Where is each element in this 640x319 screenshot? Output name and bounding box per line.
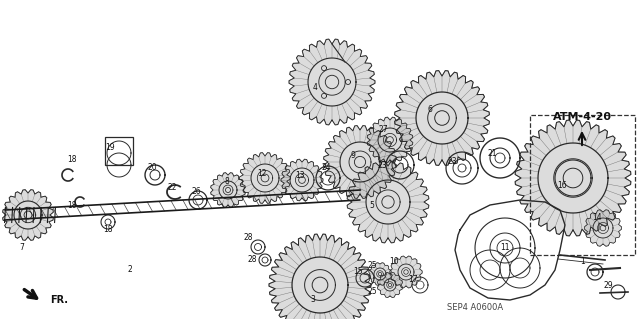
Text: 2: 2 bbox=[127, 265, 132, 275]
Text: 28: 28 bbox=[247, 256, 257, 264]
Circle shape bbox=[355, 156, 365, 167]
Circle shape bbox=[388, 283, 392, 287]
Circle shape bbox=[435, 111, 449, 125]
Text: 20: 20 bbox=[147, 162, 157, 172]
Polygon shape bbox=[289, 39, 375, 125]
Text: 24: 24 bbox=[321, 164, 331, 173]
Text: 3: 3 bbox=[310, 295, 316, 305]
Circle shape bbox=[563, 168, 583, 188]
Text: 25: 25 bbox=[367, 261, 377, 270]
Text: 19: 19 bbox=[105, 144, 115, 152]
Circle shape bbox=[299, 177, 305, 183]
Polygon shape bbox=[211, 173, 245, 207]
Circle shape bbox=[312, 277, 328, 293]
Polygon shape bbox=[3, 190, 53, 240]
Circle shape bbox=[24, 211, 32, 219]
Text: 23: 23 bbox=[377, 160, 387, 169]
Circle shape bbox=[387, 137, 394, 143]
Text: 18: 18 bbox=[67, 201, 77, 210]
Text: 13: 13 bbox=[295, 170, 305, 180]
Text: SEP4 A0600A: SEP4 A0600A bbox=[447, 303, 503, 313]
Polygon shape bbox=[239, 152, 291, 204]
Text: 29: 29 bbox=[603, 280, 613, 290]
Text: 1: 1 bbox=[580, 257, 586, 266]
Circle shape bbox=[378, 272, 381, 276]
Bar bbox=[105, 137, 133, 165]
Circle shape bbox=[404, 270, 408, 274]
Polygon shape bbox=[515, 120, 631, 236]
Polygon shape bbox=[324, 126, 396, 198]
Text: 25: 25 bbox=[367, 287, 377, 296]
Polygon shape bbox=[369, 263, 391, 285]
Text: ATM-4-20: ATM-4-20 bbox=[552, 112, 611, 122]
Polygon shape bbox=[269, 234, 371, 319]
Text: 6: 6 bbox=[428, 106, 433, 115]
Circle shape bbox=[261, 174, 269, 182]
Text: 8: 8 bbox=[225, 177, 229, 187]
Text: 23: 23 bbox=[447, 158, 457, 167]
Text: 22: 22 bbox=[167, 182, 177, 191]
Circle shape bbox=[225, 188, 230, 193]
Text: FR.: FR. bbox=[50, 295, 68, 305]
Polygon shape bbox=[281, 159, 323, 201]
Text: 16: 16 bbox=[557, 181, 567, 189]
Text: 27: 27 bbox=[378, 125, 388, 135]
Polygon shape bbox=[347, 161, 429, 243]
Circle shape bbox=[325, 75, 339, 89]
Text: 7: 7 bbox=[20, 243, 24, 253]
Polygon shape bbox=[378, 272, 403, 298]
Bar bbox=[530, 115, 635, 255]
Text: 9: 9 bbox=[351, 152, 355, 160]
Text: 18: 18 bbox=[67, 155, 77, 165]
Text: 28: 28 bbox=[243, 234, 253, 242]
Text: 12: 12 bbox=[257, 168, 267, 177]
Text: 26: 26 bbox=[191, 188, 201, 197]
Text: 11: 11 bbox=[500, 243, 509, 253]
Polygon shape bbox=[390, 256, 422, 288]
Text: 18: 18 bbox=[103, 226, 113, 234]
Text: 14: 14 bbox=[592, 213, 602, 222]
Polygon shape bbox=[584, 210, 621, 246]
Text: 10: 10 bbox=[389, 257, 399, 266]
Text: 4: 4 bbox=[312, 84, 317, 93]
Text: 17: 17 bbox=[408, 276, 418, 285]
Circle shape bbox=[600, 225, 606, 231]
Circle shape bbox=[382, 196, 394, 208]
Text: 21: 21 bbox=[487, 149, 497, 158]
Text: 5: 5 bbox=[369, 201, 374, 210]
Polygon shape bbox=[367, 117, 413, 163]
Text: 15: 15 bbox=[353, 268, 363, 277]
Polygon shape bbox=[395, 70, 490, 165]
